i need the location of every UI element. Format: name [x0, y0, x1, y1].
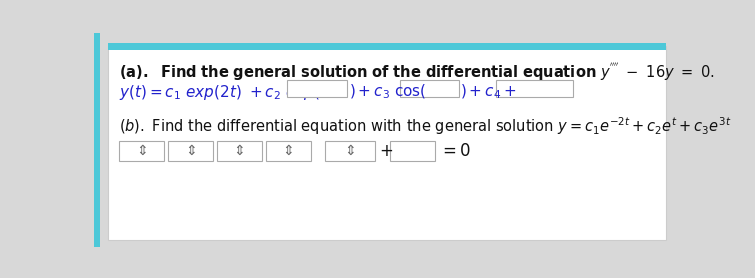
Text: ⇕: ⇕: [233, 144, 245, 158]
FancyBboxPatch shape: [266, 141, 310, 161]
Text: ⇕: ⇕: [185, 144, 196, 158]
FancyBboxPatch shape: [108, 46, 667, 240]
Text: $y(t)=c_1\ \mathit{exp}(2t)\ +c_2\ \mathit{exp}($: $y(t)=c_1\ \mathit{exp}(2t)\ +c_2\ \math…: [119, 83, 320, 102]
FancyBboxPatch shape: [496, 80, 573, 96]
FancyBboxPatch shape: [325, 141, 375, 161]
Text: ⇕: ⇕: [282, 144, 294, 158]
FancyBboxPatch shape: [119, 141, 164, 161]
Text: $= 0$: $= 0$: [439, 142, 471, 160]
FancyBboxPatch shape: [287, 80, 347, 96]
Text: ⇕: ⇕: [136, 144, 147, 158]
Text: +: +: [379, 142, 393, 160]
Text: $\bf{(a).\ \ Find\ the\ general\ solution\ of\ the\ differential\ equation\ }$$y: $\bf{(a).\ \ Find\ the\ general\ solutio…: [119, 61, 715, 83]
Text: $)+c_3\ \cos($: $)+c_3\ \cos($: [349, 83, 426, 101]
FancyBboxPatch shape: [399, 80, 458, 96]
Text: $(b).\ \mathrm{Find\ the\ differential\ equation\ with\ the\ general\ solution\ : $(b).\ \mathrm{Find\ the\ differential\ …: [119, 115, 732, 137]
Text: ⇕: ⇕: [344, 144, 356, 158]
Bar: [108, 43, 667, 50]
FancyBboxPatch shape: [390, 141, 435, 161]
Text: $)+c_4+$: $)+c_4+$: [461, 83, 516, 101]
FancyBboxPatch shape: [168, 141, 213, 161]
FancyBboxPatch shape: [217, 141, 262, 161]
Bar: [94, 33, 100, 247]
